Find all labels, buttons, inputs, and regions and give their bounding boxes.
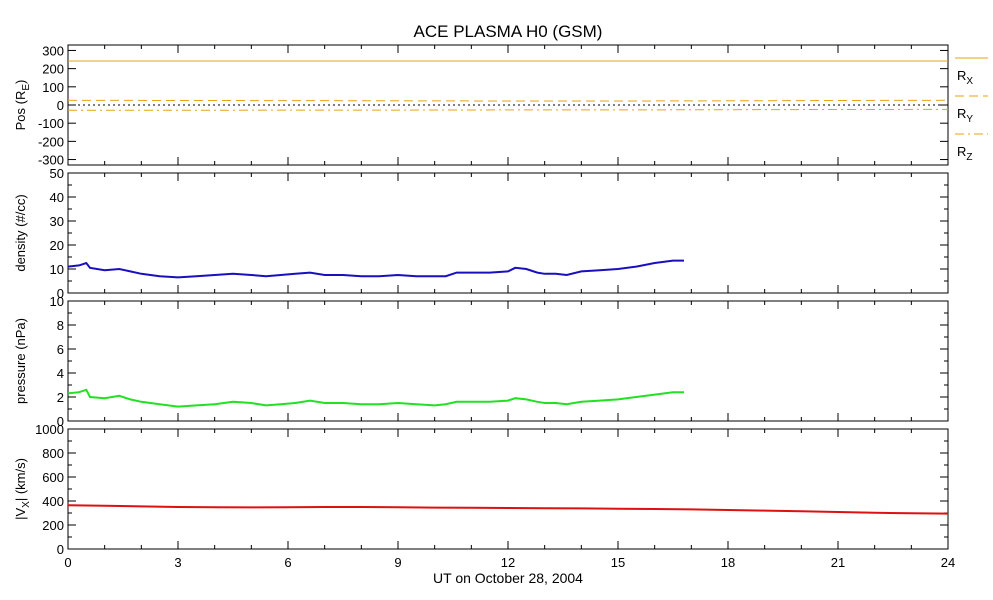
y-axis-label-sub: X — [21, 501, 32, 508]
y-axis-label-main: pressure (nPa) — [13, 318, 28, 404]
y-tick-label: 50 — [50, 166, 64, 181]
y-tick-label: 20 — [50, 238, 64, 253]
y-tick-label: 300 — [42, 43, 64, 58]
y-axis-label: Pos (RE) — [13, 80, 32, 131]
y-tick-label: 6 — [57, 342, 64, 357]
y-tick-label: 800 — [42, 446, 64, 461]
y-tick-label: 0 — [57, 542, 64, 557]
legend-label-main: R — [957, 144, 966, 159]
y-tick-label: 4 — [57, 366, 64, 381]
y-tick-label: 0 — [57, 414, 64, 429]
x-axis-label: UT on October 28, 2004 — [433, 570, 583, 586]
series-line-density-0 — [67, 259, 684, 279]
series-line-vx-0 — [67, 504, 949, 515]
x-tick-label: 3 — [174, 555, 181, 570]
legend-label-sub: X — [966, 76, 973, 87]
y-axis-label-sub: E — [21, 84, 32, 91]
y-tick-label: 10 — [50, 294, 64, 309]
y-tick-label: 400 — [42, 494, 64, 509]
y-tick-label: 100 — [42, 80, 64, 95]
y-axis-label-end: ) — [13, 80, 28, 84]
y-tick-label: 8 — [57, 318, 64, 333]
y-axis-label-main: density (#/cc) — [13, 194, 28, 271]
legend-label-main: R — [957, 68, 966, 83]
series-line-pos-ry — [67, 99, 949, 102]
y-tick-label: 200 — [42, 518, 64, 533]
x-tick-label: 24 — [941, 555, 955, 570]
y-axis-label-end: | (km/s) — [13, 458, 28, 501]
panel-density: 50 40 30 20 10 0 density (#/cc) — [13, 166, 949, 301]
y-axis-label-main: |V — [13, 508, 28, 520]
panel-pressure: 10 8 6 4 2 0 pressure (nPa) — [13, 294, 949, 429]
panel-frame — [67, 428, 949, 550]
y-tick-label: 1000 — [35, 422, 64, 437]
legend-label-rz: RZ — [957, 144, 973, 163]
legend-label-rx: RX — [957, 68, 973, 87]
series-line-pressure-0 — [67, 388, 684, 408]
y-axis-label: |VX| (km/s) — [13, 458, 32, 520]
y-tick-label: -200 — [38, 134, 64, 149]
x-axis: 0 3 6 9 12 15 18 21 24 — [64, 555, 955, 570]
y-tick-label: -300 — [38, 153, 64, 168]
y-axis-label: pressure (nPa) — [13, 318, 28, 404]
y-tick-label: 10 — [50, 262, 64, 277]
x-tick-label: 6 — [284, 555, 291, 570]
x-tick-label: 18 — [721, 555, 735, 570]
y-tick-label: 200 — [42, 62, 64, 77]
x-tick-label: 0 — [64, 555, 71, 570]
panel-vx: 1000 800 600 400 200 0 |VX| (km/s) — [13, 422, 949, 557]
y-tick-label: 40 — [50, 190, 64, 205]
legend-label-sub: Y — [966, 114, 973, 125]
x-tick-label: 12 — [501, 555, 515, 570]
panel-frame — [67, 300, 949, 422]
y-axis-label-main: Pos (R — [13, 91, 28, 131]
legend-label-main: R — [957, 106, 966, 121]
x-tick-label: 15 — [611, 555, 625, 570]
series-line-pos-rz — [68, 108, 949, 111]
chart-title: ACE PLASMA H0 (GSM) — [414, 22, 603, 41]
y-tick-label: 2 — [57, 390, 64, 405]
x-tick-label: 21 — [831, 555, 845, 570]
y-axis-label: density (#/cc) — [13, 194, 28, 271]
legend-label-sub: Z — [966, 152, 972, 163]
legend-label-ry: RY — [957, 106, 973, 125]
y-tick-label: 30 — [50, 214, 64, 229]
y-tick-label: 0 — [57, 286, 64, 301]
y-tick-label: 600 — [42, 470, 64, 485]
x-tick-label: 9 — [394, 555, 401, 570]
y-tick-label: 0 — [57, 98, 64, 113]
y-tick-label: -100 — [38, 116, 64, 131]
